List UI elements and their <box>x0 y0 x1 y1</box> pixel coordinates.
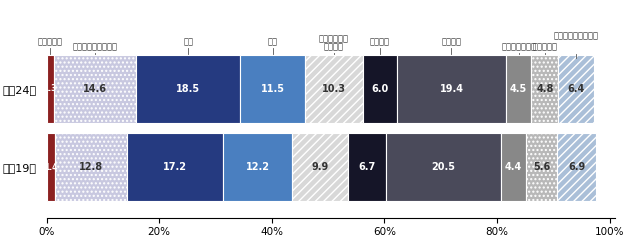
Bar <box>46 133 55 201</box>
Text: 12.2: 12.2 <box>246 162 270 173</box>
Bar <box>558 55 595 123</box>
Text: 専門的・技術的職業: 専門的・技術的職業 <box>73 42 117 51</box>
Text: 12.8: 12.8 <box>78 162 102 173</box>
Bar <box>305 55 363 123</box>
Text: 4.4: 4.4 <box>505 162 522 173</box>
Text: 4.5: 4.5 <box>510 84 528 94</box>
Text: 6.0: 6.0 <box>371 84 389 94</box>
Bar <box>506 55 531 123</box>
Text: 9.9: 9.9 <box>311 162 328 173</box>
Bar <box>397 55 506 123</box>
Bar <box>501 133 526 201</box>
Bar <box>55 133 127 201</box>
Text: 販売: 販売 <box>268 37 278 46</box>
Text: 19.4: 19.4 <box>440 84 463 94</box>
Bar <box>46 55 54 123</box>
Bar <box>557 133 596 201</box>
Bar <box>127 133 224 201</box>
Text: 20.5: 20.5 <box>431 162 455 173</box>
Bar <box>526 133 557 201</box>
Text: サービス職業: サービス職業 <box>319 34 349 43</box>
Text: 建設・採掘: 建設・採掘 <box>533 42 558 51</box>
Text: 保安職業: 保安職業 <box>324 42 344 51</box>
Bar <box>241 55 305 123</box>
Text: 4.8: 4.8 <box>536 84 554 94</box>
Text: 事務: 事務 <box>183 37 193 46</box>
Bar <box>386 133 501 201</box>
Text: 管理的職業: 管理的職業 <box>38 37 63 46</box>
Text: 18.5: 18.5 <box>176 84 200 94</box>
Text: 10.3: 10.3 <box>322 84 346 94</box>
Text: 6.4: 6.4 <box>568 84 585 94</box>
Text: 週運・清掛・包装等: 週運・清掛・包装等 <box>554 31 599 41</box>
Text: 5.6: 5.6 <box>533 162 550 173</box>
Bar <box>54 55 136 123</box>
Text: 輸送・機械運転: 輸送・機械運転 <box>501 42 536 51</box>
Bar <box>136 55 241 123</box>
Text: 6.9: 6.9 <box>568 162 585 173</box>
Text: 11.5: 11.5 <box>261 84 284 94</box>
Text: 生産工程: 生産工程 <box>441 37 462 46</box>
Text: 6.7: 6.7 <box>358 162 376 173</box>
Bar <box>531 55 558 123</box>
Text: 17.2: 17.2 <box>163 162 187 173</box>
Text: 1.3: 1.3 <box>43 84 57 93</box>
Text: 農林漁業: 農林漁業 <box>370 37 390 46</box>
Bar <box>224 133 292 201</box>
Bar <box>363 55 397 123</box>
Text: 14.6: 14.6 <box>83 84 107 94</box>
Bar <box>348 133 386 201</box>
Text: 1.4: 1.4 <box>44 163 57 172</box>
Bar <box>292 133 348 201</box>
